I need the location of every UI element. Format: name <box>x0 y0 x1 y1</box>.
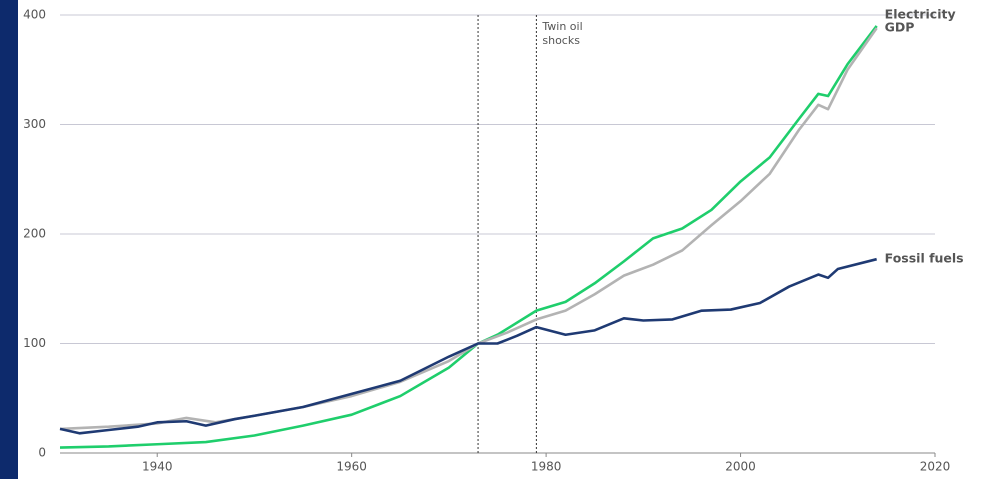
y-tick-label: 200 <box>23 227 46 241</box>
annotation-text: Twin oil <box>541 20 582 33</box>
series-line <box>59 257 877 435</box>
series-label: Electricity <box>885 7 956 22</box>
x-tick-label: 1980 <box>531 460 562 474</box>
side-strip <box>0 0 18 479</box>
series-line <box>59 27 878 431</box>
x-tick-label: 1960 <box>336 460 367 474</box>
x-tick-label: 1940 <box>142 460 173 474</box>
x-tick-label: 2020 <box>920 460 951 474</box>
series-label: Fossil fuels <box>885 251 964 266</box>
series-line <box>59 25 878 449</box>
x-tick-label: 2000 <box>725 460 756 474</box>
series-label: GDP <box>885 20 915 35</box>
y-tick-label: 0 <box>38 446 46 460</box>
y-tick-label: 300 <box>23 117 46 131</box>
y-tick-label: 400 <box>23 8 46 22</box>
y-tick-label: 100 <box>23 336 46 350</box>
annotation-text: shocks <box>542 34 580 47</box>
